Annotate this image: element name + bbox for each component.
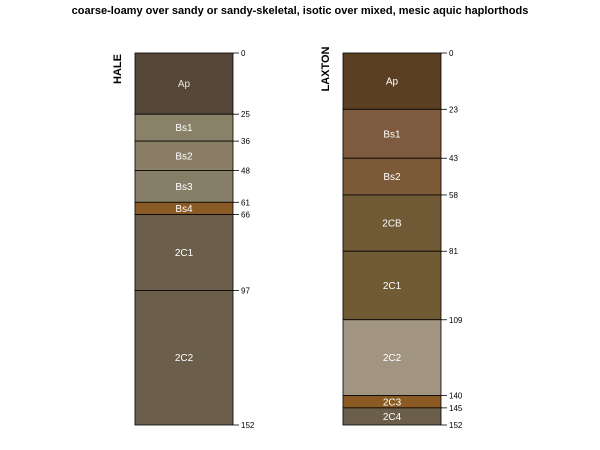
horizon-block-laxton-2cb [342,194,442,252]
horizon-label-laxton-2c3: 2C3 [383,397,402,408]
horizon-label-hale-2c2: 2C2 [175,353,194,364]
horizon-label-laxton-2cb: 2CB [382,219,402,230]
depth-label-laxton-145: 145 [449,404,463,413]
depth-label-hale-0: 0 [241,49,246,58]
depth-label-laxton-109: 109 [449,316,463,325]
depth-label-hale-48: 48 [241,166,250,175]
depth-label-laxton-23: 23 [449,105,458,114]
horizon-label-hale-bs1: Bs1 [175,123,193,134]
horizon-label-hale-bs3: Bs3 [175,182,193,193]
depth-label-hale-25: 25 [241,110,250,119]
horizon-label-laxton-2c4: 2C4 [383,412,402,423]
depth-label-laxton-58: 58 [449,191,458,200]
horizon-label-hale-bs4: Bs4 [175,204,193,215]
depth-label-hale-97: 97 [241,286,250,295]
horizon-label-hale-bs2: Bs2 [175,151,193,162]
horizon-block-laxton-bs2 [342,157,442,196]
horizon-label-laxton-ap: Ap [386,77,399,88]
depth-label-laxton-152: 152 [449,421,463,430]
horizon-label-hale-2c1: 2C1 [175,248,194,259]
horizon-label-laxton-2c1: 2C1 [383,281,402,292]
horizon-label-hale-ap: Ap [178,79,191,90]
horizon-label-laxton-bs2: Bs2 [383,172,401,183]
horizon-block-hale-ap [134,52,234,115]
horizon-block-laxton-bs1 [342,108,442,159]
figure-title: coarse-loamy over sandy or sandy-skeleta… [71,5,529,17]
depth-label-laxton-0: 0 [449,49,454,58]
horizon-block-hale-bs2 [134,140,234,171]
horizon-label-laxton-bs1: Bs1 [383,129,401,140]
depth-label-hale-36: 36 [241,137,250,146]
horizon-block-hale-2c2 [134,289,234,426]
depth-label-laxton-81: 81 [449,247,458,256]
horizon-block-laxton-2c2 [342,319,442,397]
depth-label-hale-61: 61 [241,198,250,207]
horizon-block-laxton-2c4 [342,407,442,426]
horizon-label-laxton-2c2: 2C2 [383,353,402,364]
depth-label-hale-152: 152 [241,421,255,430]
profile-name-laxton: LAXTON [320,46,332,91]
horizon-block-laxton-ap [342,52,442,110]
depth-label-hale-66: 66 [241,211,250,220]
depth-label-laxton-140: 140 [449,392,463,401]
depth-label-laxton-43: 43 [449,154,458,163]
horizon-block-hale-bs3 [134,170,234,203]
profile-name-hale: HALE [112,54,124,84]
